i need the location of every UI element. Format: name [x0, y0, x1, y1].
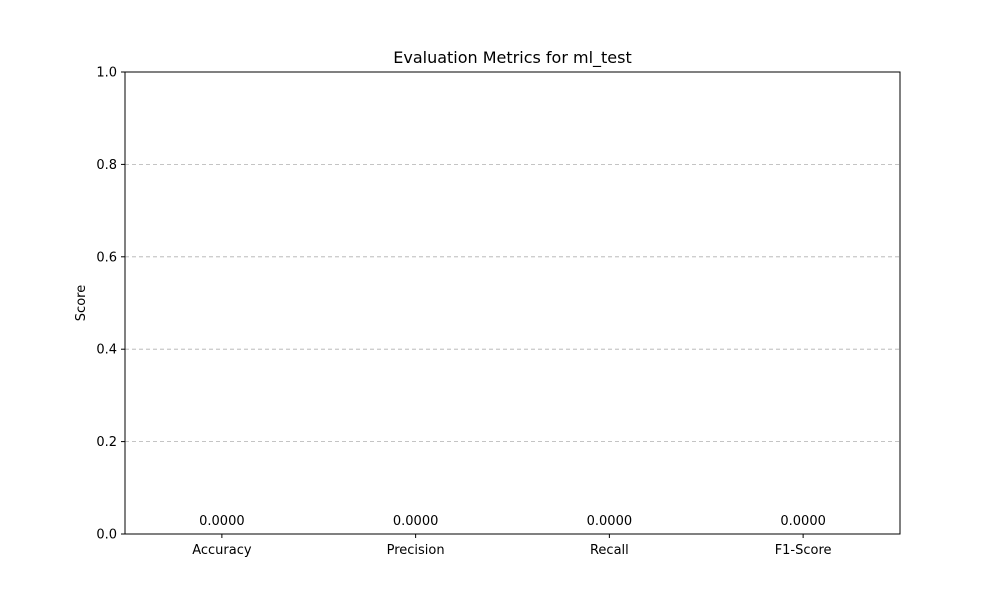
- x-tick-label: Accuracy: [192, 543, 252, 558]
- x-tick-label: Precision: [387, 543, 445, 558]
- bar-value-label: 0.0000: [393, 514, 439, 529]
- x-axis-ticks: Accuracy Precision Recall F1-Score: [192, 534, 832, 558]
- y-tick-label: 0.4: [96, 343, 117, 358]
- x-tick-label: F1-Score: [775, 543, 832, 558]
- bar-value-label: 0.0000: [199, 514, 245, 529]
- y-tick-label: 0.6: [96, 250, 117, 265]
- x-tick-label: Recall: [590, 543, 629, 558]
- data-label-layer: 0.0000 0.0000 0.0000 0.0000: [199, 514, 826, 529]
- bar-value-label: 0.0000: [587, 514, 633, 529]
- y-tick-label: 0.2: [96, 435, 117, 450]
- y-axis-title: Score: [74, 285, 89, 321]
- y-tick-label: 0.8: [96, 158, 117, 173]
- y-axis-ticks: 0.0 0.2 0.4 0.6 0.8 1.0: [96, 66, 125, 543]
- y-tick-label: 0.0: [96, 528, 117, 543]
- y-tick-label: 1.0: [96, 66, 117, 81]
- grid-layer: [125, 163, 900, 443]
- plot-frame: [124, 71, 901, 535]
- chart-title: Evaluation Metrics for ml_test: [393, 48, 632, 68]
- bar-value-label: 0.0000: [780, 514, 826, 529]
